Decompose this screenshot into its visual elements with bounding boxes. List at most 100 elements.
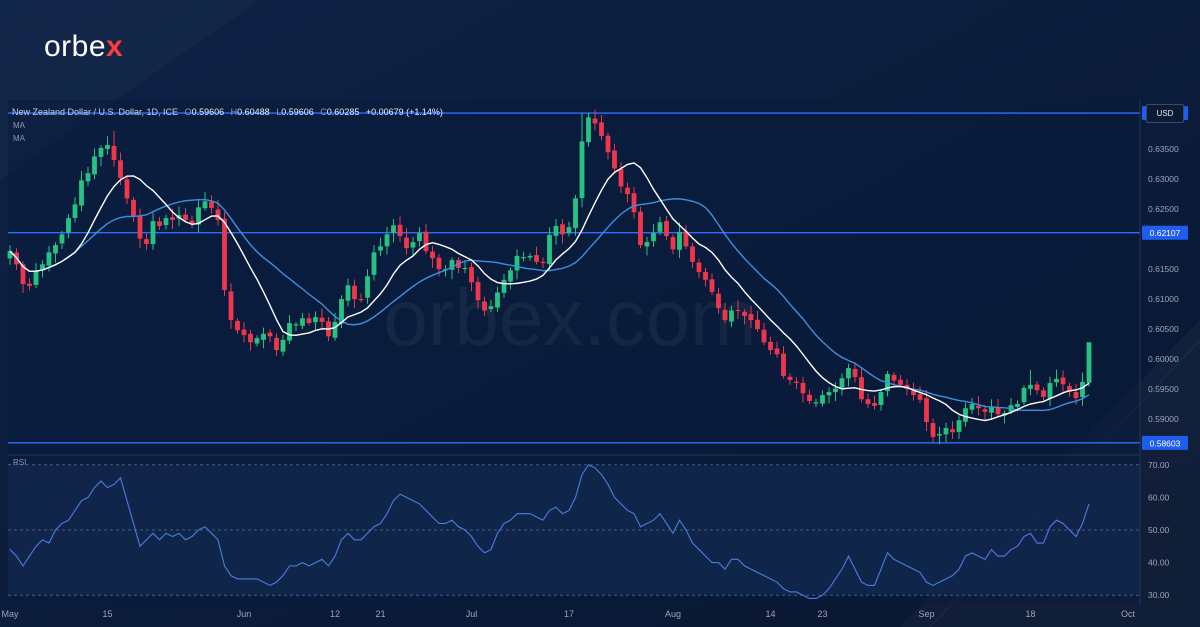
- candle-body-32: [215, 209, 221, 220]
- candle-body-90: [592, 118, 598, 124]
- candle-29: [196, 200, 201, 233]
- candle-71: [469, 262, 474, 292]
- candle-body-165: [1080, 381, 1085, 398]
- candle-98: [644, 237, 650, 256]
- candle-body-106: [696, 262, 702, 273]
- candle-160: [1047, 376, 1053, 407]
- candle-128: [839, 373, 845, 396]
- orbex-logo: orbex: [44, 30, 124, 63]
- instrument-name: New Zealand Dollar / U.S. Dollar, 1D, IC…: [12, 107, 179, 117]
- candle-96: [631, 187, 637, 219]
- price-tick-0: 0.63500: [1148, 144, 1179, 154]
- candle-body-5: [40, 264, 45, 271]
- time-tick-1: 15: [102, 609, 112, 619]
- ma-label-1[interactable]: MA: [13, 121, 25, 130]
- candle-145: [950, 421, 955, 439]
- candle-body-105: [690, 246, 695, 262]
- candle-105: [690, 242, 695, 268]
- candle-157: [1028, 369, 1033, 396]
- candle-body-82: [540, 261, 546, 264]
- candle-body-35: [235, 320, 240, 331]
- candle-104: [683, 225, 689, 250]
- candle-97: [638, 206, 643, 249]
- candle-156: [1021, 385, 1027, 405]
- candle-90: [592, 109, 598, 131]
- candle-body-103: [677, 231, 682, 250]
- candle-body-116: [761, 329, 767, 343]
- candle-body-16: [111, 145, 117, 160]
- candle-61: [404, 228, 409, 255]
- ma-label-2[interactable]: MA: [13, 134, 25, 143]
- candle-74: [488, 299, 494, 313]
- candle-146: [956, 415, 962, 439]
- candle-body-127: [833, 388, 838, 393]
- candle-body-83: [547, 234, 552, 265]
- candle-162: [1060, 370, 1066, 392]
- candle-43: [287, 314, 292, 344]
- candle-166: [1086, 342, 1092, 387]
- candle-body-4: [33, 270, 39, 285]
- candle-119: [781, 346, 786, 379]
- time-tick-12: Oct: [1121, 609, 1136, 619]
- candle-body-89: [586, 117, 591, 143]
- candle-body-19: [131, 199, 136, 217]
- candle-body-151: [989, 407, 994, 413]
- rsi-label[interactable]: RSI: [13, 458, 27, 467]
- candle-body-77: [508, 270, 513, 282]
- low-value: 0.59606: [281, 107, 314, 117]
- candle-body-119: [781, 353, 786, 376]
- time-tick-6: 17: [564, 609, 574, 619]
- candle-133: [872, 395, 877, 410]
- candle-81: [534, 246, 539, 265]
- candle-14: [98, 145, 104, 166]
- time-tick-4: 21: [375, 609, 385, 619]
- candle-body-30: [202, 201, 208, 209]
- candle-body-125: [820, 395, 825, 404]
- candle-165: [1080, 372, 1085, 406]
- time-tick-5: Jul: [466, 609, 478, 619]
- candle-80: [527, 253, 533, 261]
- ohlc-legend: New Zealand Dollar / U.S. Dollar, 1D, IC…: [12, 107, 443, 117]
- candle-92: [605, 132, 611, 160]
- candle-76: [501, 273, 507, 298]
- candle-48: [319, 308, 325, 330]
- candle-13: [92, 148, 97, 180]
- rsi-tick-1: 60.00: [1148, 492, 1170, 502]
- candle-body-7: [53, 245, 58, 254]
- candle-body-36: [241, 329, 247, 336]
- candle-body-44: [293, 324, 299, 326]
- candle-body-163: [1067, 385, 1072, 393]
- candle-body-94: [618, 168, 624, 187]
- price-tick-4: 0.61000: [1148, 294, 1179, 304]
- candle-37: [248, 329, 253, 351]
- candle-body-164: [1073, 392, 1079, 399]
- candle-103: [677, 222, 682, 259]
- candle-body-68: [449, 260, 455, 270]
- candle-57: [378, 237, 383, 257]
- candle-body-62: [410, 242, 416, 248]
- candle-56: [371, 245, 377, 281]
- candle-143: [937, 426, 942, 445]
- candle-body-48: [319, 317, 325, 322]
- candle-body-33: [222, 218, 227, 291]
- candle-body-146: [956, 420, 962, 432]
- candle-126: [826, 387, 832, 404]
- candle-body-92: [605, 135, 611, 153]
- candle-95: [625, 182, 630, 203]
- candle-116: [761, 322, 767, 346]
- candle-141: [924, 390, 929, 432]
- candle-body-57: [378, 246, 383, 251]
- candle-body-60: [397, 224, 403, 237]
- time-tick-7: Aug: [665, 609, 681, 619]
- time-tick-11: 18: [1025, 609, 1035, 619]
- candle-body-76: [501, 279, 507, 293]
- price-tick-3: 0.61500: [1148, 264, 1179, 274]
- candle-72: [475, 276, 481, 309]
- candle-158: [1034, 381, 1040, 395]
- open-label: O: [184, 107, 192, 117]
- candle-82: [540, 257, 546, 268]
- currency-button[interactable]: USD: [1146, 104, 1184, 123]
- candle-11: [79, 170, 84, 212]
- candle-31: [209, 195, 214, 214]
